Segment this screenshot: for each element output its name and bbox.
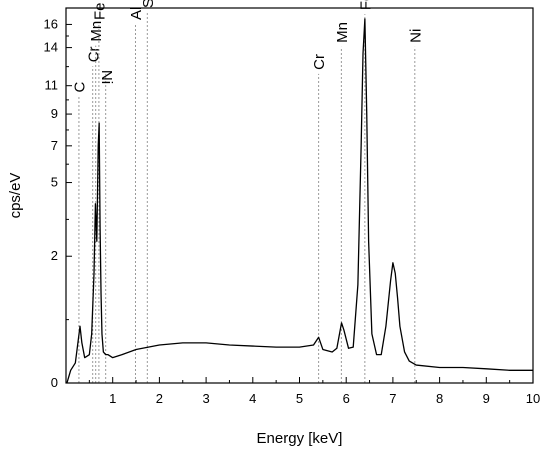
y-tick-label: 5 xyxy=(51,175,58,190)
y-tick-label: 7 xyxy=(51,138,58,153)
x-tick-label: 3 xyxy=(202,391,209,406)
x-tick-label: 6 xyxy=(343,391,350,406)
element-label: Si xyxy=(140,0,157,8)
x-tick-label: 10 xyxy=(526,391,540,406)
element-label: Al xyxy=(128,7,145,20)
x-tick-label: 4 xyxy=(249,391,256,406)
plot-frame xyxy=(65,7,534,384)
element-label: C xyxy=(71,82,88,93)
y-tick-label: 16 xyxy=(44,16,58,31)
element-label: Fe xyxy=(91,2,108,20)
x-tick-label: 8 xyxy=(436,391,443,406)
x-tick-label: 7 xyxy=(389,391,396,406)
y-axis-title: cps/eV xyxy=(7,173,24,219)
axis-titles: Energy [keV] cps/eV xyxy=(7,173,342,447)
spectrum-line xyxy=(66,18,533,384)
element-label: Cr xyxy=(311,54,328,70)
element-label: Mn xyxy=(88,21,105,42)
y-tick-label: 2 xyxy=(51,248,58,263)
x-axis-title: Energy [keV] xyxy=(257,430,343,447)
element-label: Fe xyxy=(357,0,374,10)
y-tick-label: 9 xyxy=(51,106,58,121)
element-label: Cr xyxy=(85,46,102,62)
tick-labels: 1 2 3 4 5 6 7 8 9 10 0 2 5 7 9 11 14 16 xyxy=(44,16,541,406)
y-tick-label: 11 xyxy=(45,78,59,93)
x-tick-label: 9 xyxy=(483,391,490,406)
axes xyxy=(65,7,534,384)
x-tick-label: 1 xyxy=(109,391,116,406)
x-tick-label: 5 xyxy=(296,391,303,406)
x-tick-label: 2 xyxy=(156,391,163,406)
element-label: Mn xyxy=(334,22,351,43)
element-label: Ni xyxy=(98,70,115,84)
element-label: Ni xyxy=(407,29,424,43)
y-tick-label: 0 xyxy=(51,375,58,390)
spectrum-series xyxy=(66,18,533,384)
y-tick-label: 14 xyxy=(44,40,58,55)
